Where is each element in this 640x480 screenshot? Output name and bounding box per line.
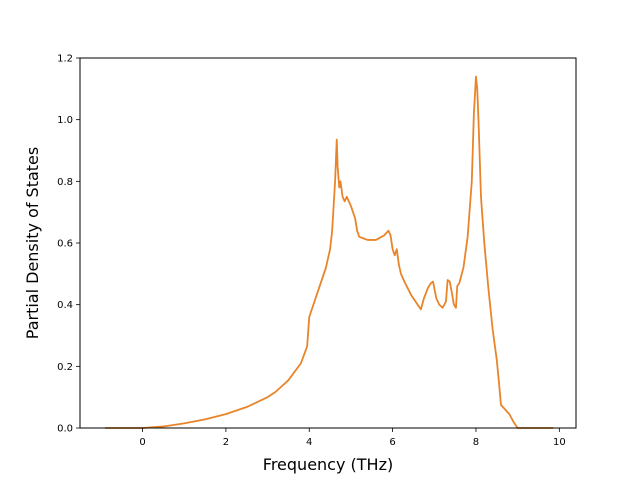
- x-tick-label-3: 6: [389, 437, 395, 448]
- x-tick-label-4: 8: [473, 437, 479, 448]
- ticks-layer: 0 2 4 6 8 10 0.0 0.2 0.4 0.6 0.8 1.0 1.2: [57, 54, 566, 449]
- x-axis-label: Frequency (THz): [263, 455, 393, 474]
- y-tick-label-2: 0.4: [57, 300, 73, 311]
- series-line-0: [105, 75, 554, 429]
- y-axis-label: Partial Density of States: [23, 147, 42, 339]
- y-tick-label-0: 0.0: [57, 424, 73, 435]
- y-tick-label-6: 1.2: [57, 54, 73, 65]
- x-tick-label-1: 2: [223, 437, 229, 448]
- plot-layer: [105, 75, 554, 429]
- x-tick-label-0: 0: [139, 437, 145, 448]
- x-tick-label-5: 10: [553, 437, 566, 448]
- y-tick-label-1: 0.2: [57, 362, 73, 373]
- y-tick-label-3: 0.6: [57, 239, 73, 250]
- x-tick-label-2: 4: [306, 437, 312, 448]
- y-tick-label-5: 1.0: [57, 115, 73, 126]
- y-tick-label-4: 0.8: [57, 177, 73, 188]
